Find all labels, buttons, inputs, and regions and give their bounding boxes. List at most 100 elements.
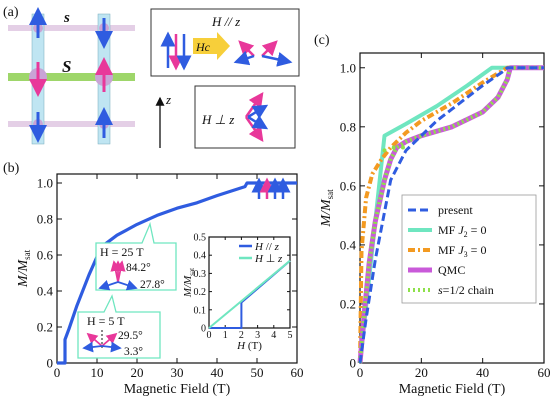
spin-arrow-icon bbox=[238, 40, 255, 57]
inset-legend-label: H ⊥ z bbox=[254, 253, 283, 265]
y-tick-label: 0.2 bbox=[37, 320, 53, 335]
y-tick-label: 0.8 bbox=[340, 119, 356, 134]
spin-arrow-icon bbox=[247, 115, 269, 130]
y-tick-label: 0.8 bbox=[37, 212, 53, 227]
legend-label-rest: =1/2 chain bbox=[443, 283, 494, 297]
spin-arrow-icon bbox=[101, 332, 118, 347]
spin-arrows-legend bbox=[251, 177, 291, 199]
inset-legend-axis: z bbox=[277, 253, 283, 265]
x-tick-label: 1 bbox=[223, 330, 228, 341]
box-h-parallel-title: H // z bbox=[211, 14, 240, 29]
x-tick-label: 60 bbox=[538, 365, 551, 380]
y-tick-label: 0.2 bbox=[340, 296, 356, 311]
y-tick-label: 0.6 bbox=[37, 248, 54, 263]
series-group bbox=[357, 65, 544, 364]
series-group bbox=[57, 181, 297, 365]
x-axis-label: Magnetic Field (T) bbox=[124, 382, 231, 397]
legend-label-prefix: MF bbox=[438, 223, 458, 237]
series-group bbox=[208, 259, 291, 329]
legend-label-suffix: = 0 bbox=[468, 243, 487, 257]
y-axis-label-sub: sat bbox=[188, 268, 196, 276]
x-tick-label: 40 bbox=[211, 365, 224, 380]
spin-arrow-icon bbox=[117, 280, 138, 291]
y-axis-label-num: M/M bbox=[319, 198, 334, 228]
inset-legend-var: H bbox=[254, 241, 264, 253]
series-line-mf-j2-0 bbox=[358, 65, 544, 364]
inset-legend-axis: z bbox=[274, 241, 280, 253]
x-tick-label: 20 bbox=[131, 365, 144, 380]
y-tick-label: 1.0 bbox=[37, 176, 53, 191]
plot-frame bbox=[208, 236, 291, 329]
critical-field-label: Hc bbox=[195, 40, 211, 54]
x-tick-label: 2 bbox=[239, 330, 244, 341]
callout-5T-angle2: 3.3° bbox=[124, 346, 143, 358]
site-large-label: S bbox=[62, 57, 71, 76]
box-h-perp: H ⊥ z bbox=[194, 85, 296, 149]
y-tick-label: 0.1 bbox=[194, 305, 207, 316]
x-tick-label: 4 bbox=[271, 330, 276, 341]
site-small-label: s bbox=[63, 10, 70, 26]
panel-a: (a) s S z H // bbox=[3, 5, 300, 149]
legend-label-var: s bbox=[438, 283, 443, 297]
spin-arrow-icon bbox=[98, 280, 119, 291]
y-axis-label: M/Msat bbox=[182, 268, 196, 298]
plot-background bbox=[209, 237, 290, 328]
legend-label-suffix: = 0 bbox=[468, 223, 487, 237]
chart-c: 0 20 40 60 0 0.2 0.4 0.6 0.8 1.0 Magnetic Field (T… bbox=[319, 52, 551, 397]
x-axis-label-unit: (T) bbox=[245, 340, 262, 352]
legend-label-var: J bbox=[458, 243, 464, 257]
callout-25T: H = 25 T 84.2° 27.8° bbox=[95, 221, 177, 291]
panel-c-label: (c) bbox=[314, 33, 330, 48]
x-axis-label: Magnetic Field (T) bbox=[399, 382, 506, 397]
inset-legend-rel: ⊥ bbox=[263, 253, 278, 265]
panel-c: (c) 0 20 40 60 0 0.2 0.4 0.6 0.8 1.0 Magnetic Fiel… bbox=[314, 33, 551, 397]
spin-arrow-icon bbox=[233, 50, 255, 66]
series-line-s-1-2-chain bbox=[358, 65, 544, 364]
y-tick-label: 0.4 bbox=[194, 251, 207, 262]
y-tick-label: 0.4 bbox=[340, 237, 357, 252]
x-tick-label: 20 bbox=[415, 365, 428, 380]
spin-arrow-icon bbox=[101, 341, 122, 353]
x-tick-label: 60 bbox=[291, 365, 304, 380]
y-tick-label: 0 bbox=[201, 324, 206, 335]
critical-field-arrow-icon bbox=[193, 32, 230, 60]
y-tick-label: 0.4 bbox=[37, 284, 54, 299]
y-tick-label: 0.2 bbox=[194, 287, 207, 298]
panel-a-label: (a) bbox=[3, 5, 19, 20]
x-axis-label: H (T) bbox=[236, 340, 262, 352]
y-tick-label: 0 bbox=[47, 356, 54, 371]
x-axis-label-var: H bbox=[236, 340, 246, 352]
series-line-mf-j3-0 bbox=[358, 65, 544, 364]
chart-point bbox=[382, 148, 387, 153]
x-tick-label: 5 bbox=[288, 330, 293, 341]
y-tick-label: 0.3 bbox=[194, 269, 207, 280]
box-h-parallel: H // z Hc bbox=[150, 8, 300, 77]
inset-legend: H // zH ⊥ z bbox=[239, 241, 283, 265]
x-tick-label: 0 bbox=[207, 330, 212, 341]
x-tick-label: 30 bbox=[171, 365, 184, 380]
box-h-perp-title: H ⊥ z bbox=[201, 112, 234, 127]
y-axis-label-num: M/M bbox=[16, 259, 31, 289]
legend-label-sub: 3 bbox=[464, 250, 468, 259]
callout-5T-angle1: 29.5° bbox=[118, 330, 143, 342]
x-tick-label: 40 bbox=[476, 365, 489, 380]
spin-lattice: s S bbox=[8, 7, 135, 145]
spin-arrow-icon bbox=[86, 332, 103, 347]
y-axis-label-sub: sat bbox=[325, 189, 335, 199]
callout-25T-angle1: 84.2° bbox=[126, 262, 151, 274]
spin-arrow-icon bbox=[261, 40, 278, 57]
x-tick-label: 0 bbox=[54, 365, 61, 380]
legend-label-sub: 2 bbox=[464, 230, 468, 239]
legend-label-var: J bbox=[458, 223, 464, 237]
y-tick-label: 0.5 bbox=[194, 233, 207, 244]
inset-legend-rel: // bbox=[263, 241, 275, 253]
y-tick-label: 0.6 bbox=[340, 178, 357, 193]
callout-25T-title: H = 25 T bbox=[100, 245, 144, 259]
spin-arrow-icon bbox=[247, 104, 269, 119]
chart-point bbox=[391, 145, 396, 150]
legend-label: s=1/2 chain bbox=[438, 283, 494, 297]
spin-arrow-icon bbox=[82, 341, 103, 353]
